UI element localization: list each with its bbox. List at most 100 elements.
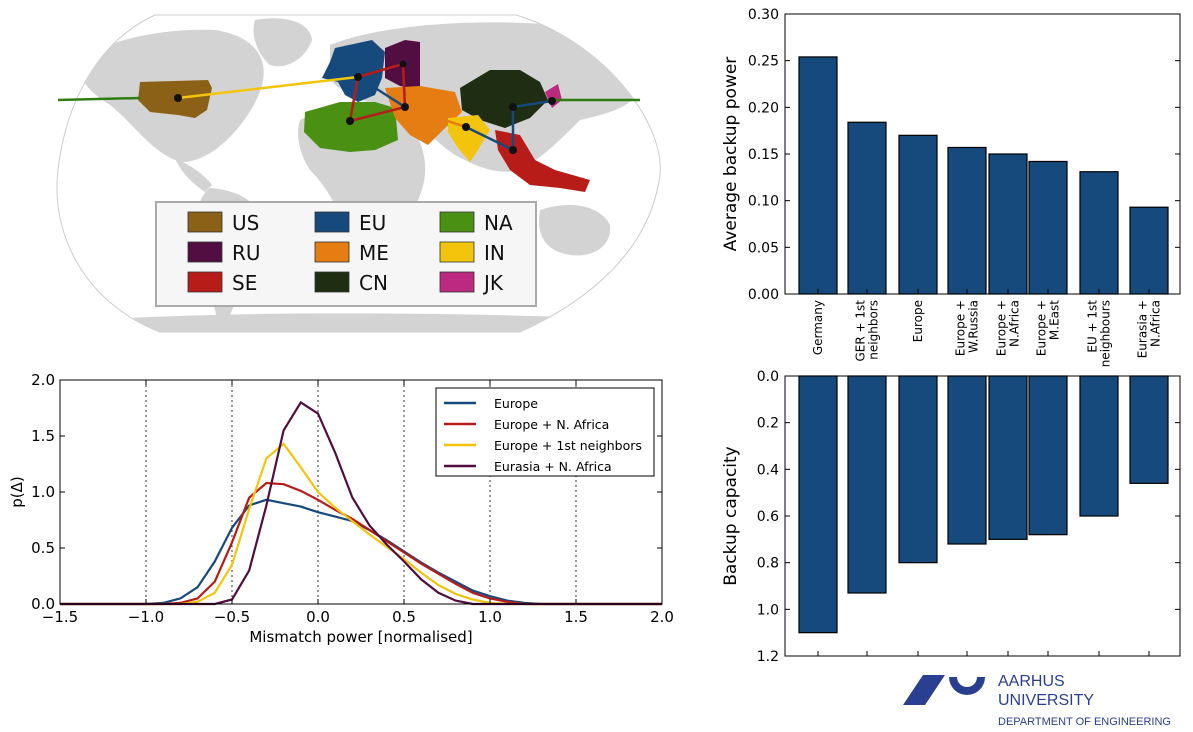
x-tick-label: Europe + bbox=[954, 300, 968, 356]
node-in bbox=[462, 123, 470, 131]
y-tick-label: 1.0 bbox=[31, 483, 55, 501]
bar-1 bbox=[847, 121, 887, 295]
bar-6 bbox=[1079, 171, 1119, 295]
legend-swatch-us bbox=[187, 211, 223, 233]
node-ru bbox=[399, 60, 407, 68]
legend-label-eu: EU bbox=[359, 211, 386, 235]
node-eu bbox=[354, 73, 362, 81]
land-central-america bbox=[175, 158, 212, 192]
mismatch-density-chart: −1.5 −1.0 −0.5 0.0 0.5 1.0 1.5 2.0 0.0 0.5 1.0 1.5 2… bbox=[8, 371, 674, 646]
bar-1 bbox=[847, 375, 887, 594]
y-tick-label: 0.5 bbox=[31, 539, 55, 557]
y-tick-label: 0.4 bbox=[757, 462, 779, 478]
x-tick-label: −1.0 bbox=[128, 608, 164, 626]
x-tick-label: N.Africa bbox=[1008, 300, 1022, 347]
legend-label-in: IN bbox=[484, 241, 505, 265]
region-in bbox=[448, 115, 490, 162]
link-in-se bbox=[465, 125, 514, 152]
map-legend: US EU NA RU ME IN SE CN JK bbox=[155, 201, 537, 307]
bar-7 bbox=[1129, 375, 1169, 484]
legend-label-jk: JK bbox=[482, 271, 504, 295]
y-tick-label: 0.30 bbox=[748, 7, 779, 23]
x-tick-label: GER + 1st bbox=[854, 300, 868, 362]
legend-swatch-me bbox=[314, 241, 350, 263]
x-tick-label: neighbors bbox=[867, 300, 881, 360]
series-line-1 bbox=[60, 481, 662, 606]
logo-line3: DEPARTMENT OF ENGINEERING bbox=[998, 716, 1171, 728]
y-tick-label: 1.2 bbox=[757, 649, 779, 665]
region-cn bbox=[460, 70, 548, 128]
y-tick-label: 0.0 bbox=[31, 595, 55, 613]
x-tick-label: 0.0 bbox=[306, 608, 330, 626]
bar-3 bbox=[947, 146, 987, 295]
x-tick-label: Germany bbox=[811, 300, 825, 355]
link-nodes bbox=[174, 60, 556, 154]
legend-swatch-in bbox=[439, 241, 475, 263]
x-tick-label: Europe + bbox=[1035, 300, 1049, 356]
bar-2 bbox=[898, 375, 938, 564]
y-axis-label: Average backup power bbox=[721, 57, 741, 252]
node-jk bbox=[548, 97, 556, 105]
x-tick-label: neighbours bbox=[1099, 300, 1113, 367]
y-tick-label: 0.2 bbox=[757, 416, 779, 432]
y-tick-label: 0.10 bbox=[748, 194, 779, 210]
x-tick-label: 0.5 bbox=[392, 608, 416, 626]
legend-swatch-cn bbox=[314, 271, 350, 293]
legend-label-me: ME bbox=[359, 241, 389, 265]
legend-swatch-se bbox=[187, 271, 223, 293]
line-legend-label-0: Europe bbox=[494, 396, 538, 411]
node-me bbox=[401, 103, 409, 111]
bar-0 bbox=[798, 375, 838, 634]
y-tick-label: 1.5 bbox=[31, 427, 55, 445]
line-legend-label-2: Europe + 1st neighbors bbox=[494, 438, 642, 453]
bar-5 bbox=[1028, 375, 1068, 536]
node-se bbox=[509, 146, 517, 154]
x-axis-label: Mismatch power [normalised] bbox=[249, 628, 472, 646]
x-tick-label: −0.5 bbox=[214, 608, 250, 626]
x-tick-label: M.East bbox=[1048, 300, 1062, 340]
region-se bbox=[495, 130, 590, 192]
legend-swatch-jk bbox=[439, 271, 475, 293]
transmission-links bbox=[57, 62, 640, 152]
link-us-eu bbox=[177, 75, 359, 100]
x-tick-label: 2.0 bbox=[650, 608, 674, 626]
y-tick-label: 0.6 bbox=[757, 509, 779, 525]
y-tick-label: 2.0 bbox=[31, 371, 55, 389]
node-na bbox=[346, 117, 354, 125]
bar-2 bbox=[898, 134, 938, 295]
average-backup-power-chart: 0.00 0.05 0.10 0.15 0.20 0.25 0.30 Germany GER +… bbox=[721, 7, 1181, 367]
bar-6 bbox=[1079, 375, 1119, 517]
x-tick-label: EU + 1st bbox=[1086, 300, 1100, 353]
y-axis-label: Backup capacity bbox=[721, 446, 741, 586]
y-tick-label: 0.15 bbox=[748, 147, 779, 163]
y-tick-label: 0.00 bbox=[748, 287, 779, 303]
line-legend-label-3: Eurasia + N. Africa bbox=[494, 459, 612, 474]
x-tick-label: −1.5 bbox=[42, 608, 78, 626]
x-tick-label: Europe bbox=[911, 300, 925, 342]
y-tick-label: 0.05 bbox=[748, 240, 779, 256]
series-line-0 bbox=[60, 498, 662, 606]
link-me-in bbox=[404, 105, 467, 129]
y-tick-label: 0.20 bbox=[748, 100, 779, 116]
region-eu bbox=[322, 40, 385, 102]
logo-mark-arc bbox=[949, 677, 985, 695]
x-tick-label: Eurasia + bbox=[1136, 300, 1150, 358]
x-tick-label: W.Russia bbox=[967, 300, 981, 353]
backup-capacity-chart: 0.0 0.2 0.4 0.6 0.8 1.0 1.2 Backup capacity bbox=[721, 369, 1181, 665]
y-tick-label: 1.0 bbox=[757, 602, 779, 618]
logo-mark-left bbox=[903, 675, 945, 705]
bar-5 bbox=[1028, 160, 1068, 295]
logo-line2: UNIVERSITY bbox=[998, 692, 1094, 709]
y-tick-label: 0.0 bbox=[757, 369, 779, 385]
y-tick-label: 0.25 bbox=[748, 54, 779, 70]
legend-swatch-ru bbox=[187, 241, 223, 263]
logo-line1: AARHUS bbox=[998, 673, 1065, 690]
legend-label-cn: CN bbox=[359, 271, 388, 295]
bar-3 bbox=[947, 375, 987, 545]
x-tick-label: N.Africa bbox=[1149, 300, 1163, 347]
y-tick-label: 0.8 bbox=[757, 556, 779, 572]
y-axis-label: p(Δ) bbox=[8, 476, 26, 508]
legend-swatch-eu bbox=[314, 211, 350, 233]
line-legend-label-1: Europe + N. Africa bbox=[494, 417, 609, 432]
